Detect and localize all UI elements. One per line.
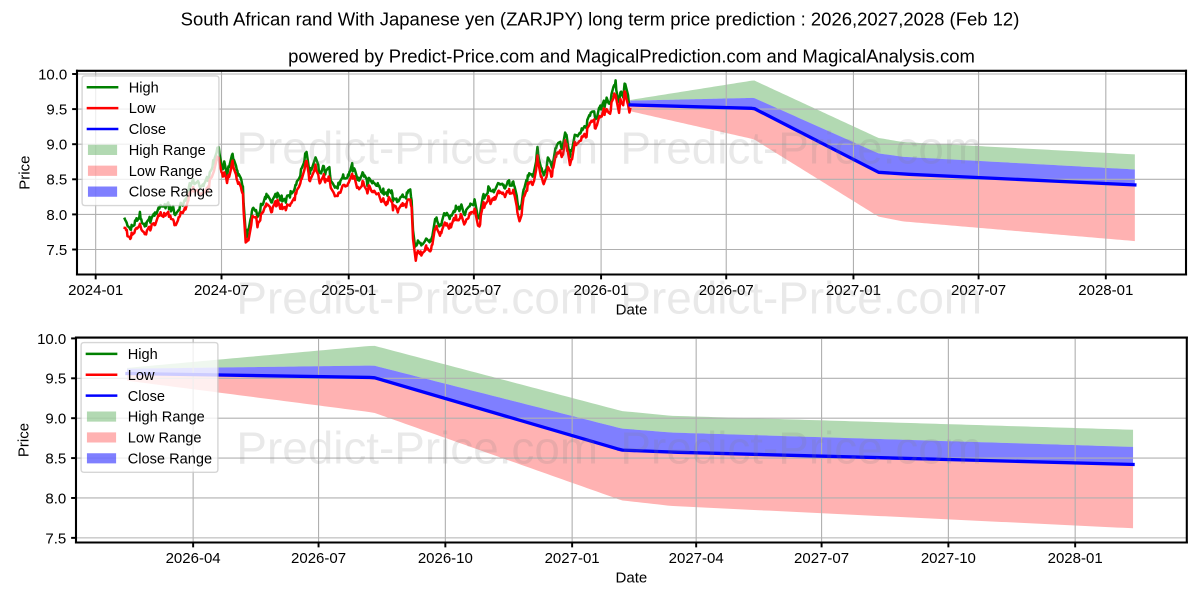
svg-text:Low: Low	[129, 101, 156, 117]
svg-text:7.5: 7.5	[45, 530, 66, 547]
svg-text:8.5: 8.5	[45, 451, 66, 468]
svg-text:powered by Predict-Price.com a: powered by Predict-Price.com and Magical…	[288, 45, 975, 66]
svg-text:Low Range: Low Range	[129, 164, 203, 180]
svg-text:9.5: 9.5	[46, 102, 67, 119]
svg-text:8.0: 8.0	[45, 490, 66, 507]
svg-text:South African rand With Japane: South African rand With Japanese yen (ZA…	[181, 8, 1020, 29]
svg-text:2027-07: 2027-07	[951, 282, 1006, 299]
svg-text:Predict-Price.com: Predict-Price.com	[620, 272, 982, 323]
svg-text:10.0: 10.0	[37, 331, 66, 348]
svg-text:High: High	[128, 347, 158, 363]
svg-text:2024-07: 2024-07	[194, 282, 249, 299]
svg-text:High Range: High Range	[129, 143, 206, 159]
svg-text:2025-01: 2025-01	[321, 282, 376, 299]
svg-text:Date: Date	[616, 302, 648, 319]
svg-text:9.0: 9.0	[46, 137, 67, 154]
svg-text:Close Range: Close Range	[129, 185, 213, 201]
svg-text:2026-10: 2026-10	[418, 550, 473, 567]
svg-text:2026-01: 2026-01	[574, 282, 629, 299]
svg-text:9.0: 9.0	[45, 411, 66, 428]
svg-text:2027-10: 2027-10	[921, 550, 976, 567]
svg-text:High: High	[129, 80, 159, 96]
svg-text:Predict-Price.com: Predict-Price.com	[620, 122, 982, 173]
svg-text:Low: Low	[128, 368, 155, 384]
svg-text:2026-04: 2026-04	[166, 550, 221, 567]
svg-text:Price: Price	[16, 156, 33, 190]
svg-text:10.0: 10.0	[38, 66, 67, 83]
svg-text:Low Range: Low Range	[128, 431, 202, 447]
svg-text:Close: Close	[129, 122, 166, 138]
svg-text:2027-01: 2027-01	[545, 550, 600, 567]
svg-text:7.5: 7.5	[46, 242, 67, 259]
svg-text:8.5: 8.5	[46, 172, 67, 189]
svg-text:Price: Price	[15, 423, 32, 457]
svg-text:2028-01: 2028-01	[1078, 282, 1133, 299]
svg-text:8.0: 8.0	[46, 207, 67, 224]
svg-text:9.5: 9.5	[45, 371, 66, 388]
svg-text:High Range: High Range	[128, 410, 205, 426]
svg-text:Close: Close	[128, 389, 165, 405]
svg-text:Predict-Price.com: Predict-Price.com	[236, 122, 598, 173]
svg-text:Predict-Price.com: Predict-Price.com	[236, 422, 598, 473]
svg-text:Date: Date	[616, 570, 648, 587]
svg-text:Predict-Price.com: Predict-Price.com	[620, 422, 982, 473]
svg-text:2027-01: 2027-01	[826, 282, 881, 299]
svg-text:2027-04: 2027-04	[669, 550, 724, 567]
svg-text:2025-07: 2025-07	[446, 282, 501, 299]
svg-text:2028-01: 2028-01	[1048, 550, 1103, 567]
svg-text:2027-07: 2027-07	[794, 550, 849, 567]
svg-text:Predict-Price.com: Predict-Price.com	[236, 272, 598, 323]
svg-text:2026-07: 2026-07	[699, 282, 754, 299]
svg-text:2024-01: 2024-01	[68, 282, 123, 299]
svg-text:Close Range: Close Range	[128, 451, 212, 467]
svg-text:2026-07: 2026-07	[291, 550, 346, 567]
